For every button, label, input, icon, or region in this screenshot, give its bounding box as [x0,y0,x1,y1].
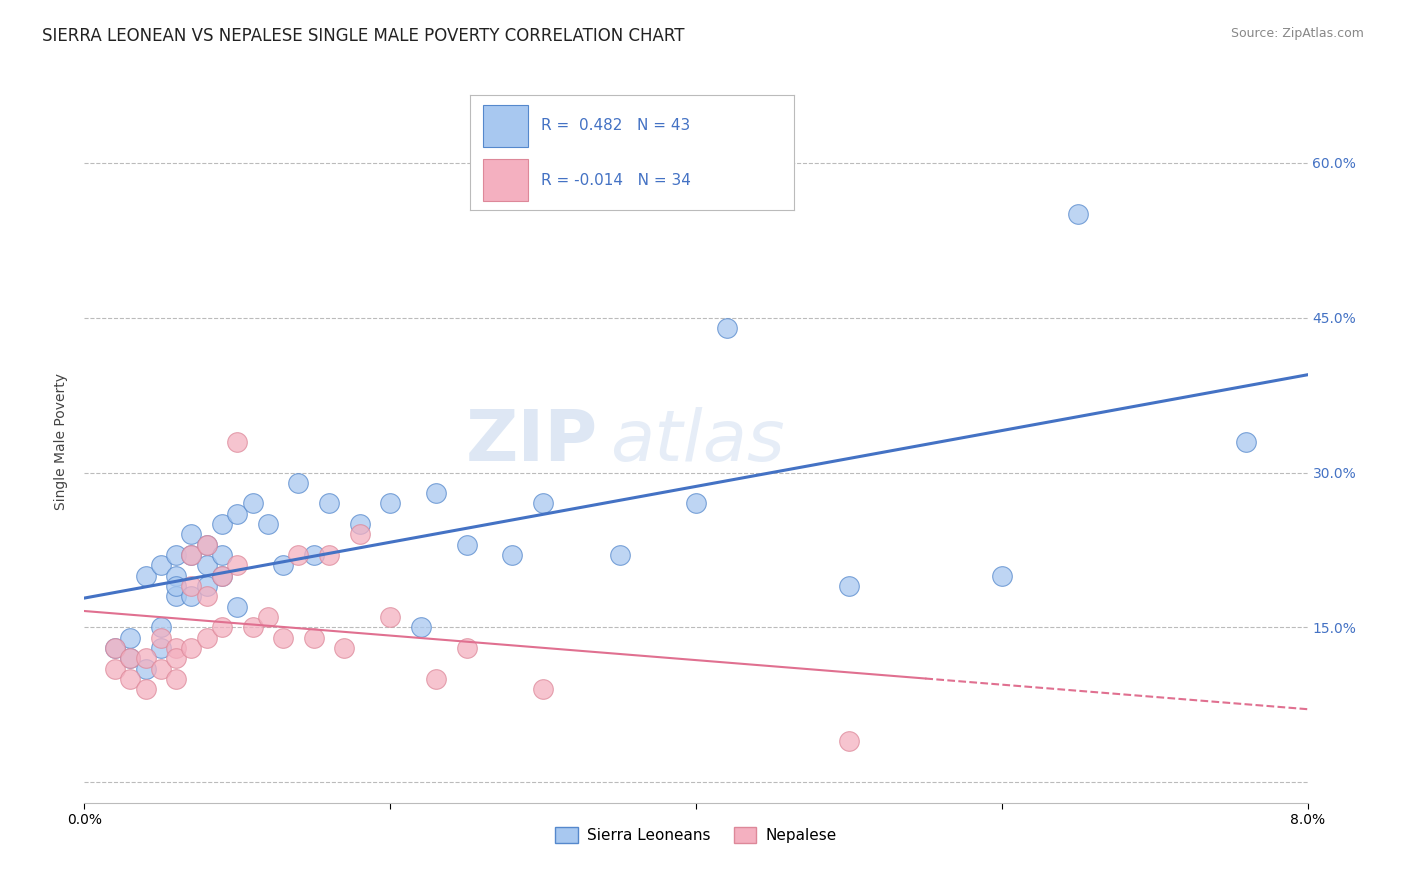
Point [211,548,233,562]
Point [180,548,202,562]
Point [180,548,202,562]
Point [318,496,340,510]
Point [211,568,233,582]
Point [425,486,447,500]
Point [609,548,631,562]
Point [318,548,340,562]
Point [149,620,172,634]
Point [380,496,402,510]
Point [531,682,554,697]
Point [104,640,127,655]
Point [195,558,218,573]
Point [226,558,249,573]
Point [165,548,187,562]
Point [135,662,157,676]
Y-axis label: Single Male Poverty: Single Male Poverty [55,373,69,510]
Point [211,568,233,582]
Point [531,496,554,510]
Point [242,496,264,510]
Point [271,631,294,645]
Point [226,507,249,521]
Point [165,640,187,655]
Point [195,631,218,645]
Point [380,610,402,624]
Point [685,496,707,510]
Point [257,517,280,532]
Point [165,590,187,604]
Point [120,651,142,665]
Point [287,475,309,490]
Text: SIERRA LEONEAN VS NEPALESE SINGLE MALE POVERTY CORRELATION CHART: SIERRA LEONEAN VS NEPALESE SINGLE MALE P… [42,27,685,45]
Text: ZIP: ZIP [465,407,598,476]
Point [104,662,127,676]
Point [149,558,172,573]
Point [302,548,325,562]
Point [226,599,249,614]
Point [165,568,187,582]
Point [180,579,202,593]
Point [838,734,860,748]
Point [1236,434,1258,449]
Point [349,527,371,541]
Point [180,590,202,604]
Point [838,579,860,593]
Point [409,620,432,634]
Point [456,640,478,655]
Point [287,548,309,562]
Point [149,662,172,676]
Point [211,517,233,532]
Point [180,527,202,541]
Point [425,672,447,686]
Point [991,568,1014,582]
Point [180,640,202,655]
Point [120,651,142,665]
Point [195,538,218,552]
Point [271,558,294,573]
Point [1067,207,1090,221]
Point [349,517,371,532]
Point [135,682,157,697]
Point [120,672,142,686]
Point [165,579,187,593]
Point [242,620,264,634]
Legend: Sierra Leoneans, Nepalese: Sierra Leoneans, Nepalese [548,822,844,849]
Point [104,640,127,655]
Point [149,640,172,655]
Point [135,651,157,665]
Point [195,590,218,604]
Point [333,640,356,655]
Point [226,434,249,449]
Point [456,538,478,552]
Point [120,631,142,645]
Point [502,548,524,562]
Point [165,651,187,665]
Point [195,538,218,552]
Point [211,620,233,634]
Point [149,631,172,645]
Point [165,672,187,686]
Point [257,610,280,624]
Point [716,321,738,335]
Text: Source: ZipAtlas.com: Source: ZipAtlas.com [1230,27,1364,40]
Point [302,631,325,645]
Text: atlas: atlas [610,407,785,476]
Point [195,579,218,593]
Point [135,568,157,582]
